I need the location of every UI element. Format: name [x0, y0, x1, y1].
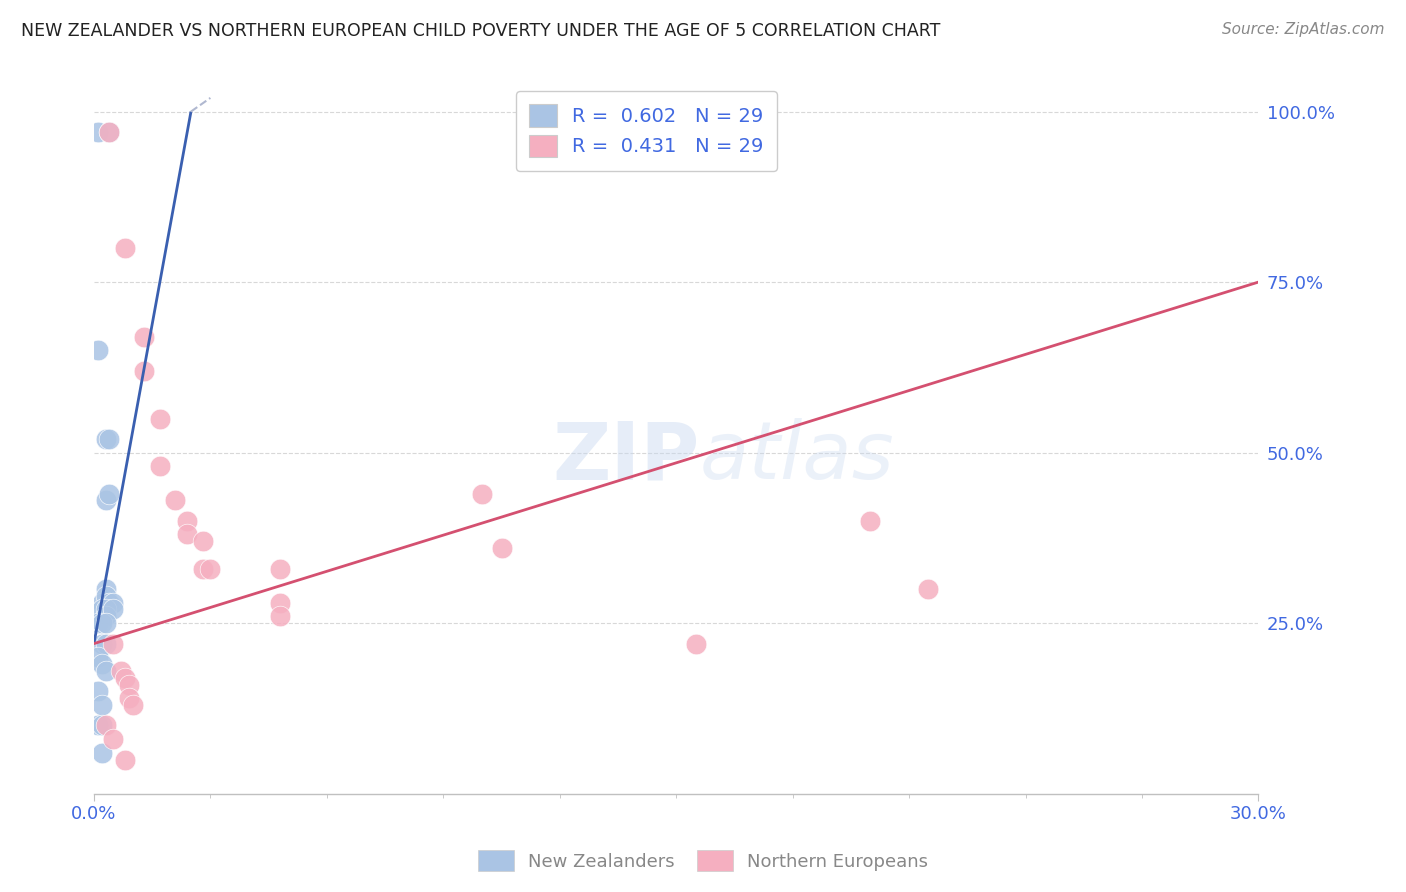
Point	[269, 561, 291, 575]
Point	[90, 746, 112, 760]
Point	[87, 343, 110, 358]
Point	[118, 691, 141, 706]
Point	[94, 589, 117, 603]
Text: Source: ZipAtlas.com: Source: ZipAtlas.com	[1222, 22, 1385, 37]
Point	[471, 486, 494, 500]
Point	[90, 718, 112, 732]
Legend: R =  0.602   N = 29, R =  0.431   N = 29: R = 0.602 N = 29, R = 0.431 N = 29	[516, 91, 778, 170]
Point	[98, 125, 121, 139]
Point	[87, 684, 110, 698]
Point	[859, 514, 882, 528]
Text: atlas: atlas	[699, 418, 894, 496]
Point	[121, 698, 143, 712]
Point	[110, 664, 132, 678]
Point	[118, 677, 141, 691]
Text: NEW ZEALANDER VS NORTHERN EUROPEAN CHILD POVERTY UNDER THE AGE OF 5 CORRELATION : NEW ZEALANDER VS NORTHERN EUROPEAN CHILD…	[21, 22, 941, 40]
Point	[94, 616, 117, 631]
Point	[103, 732, 125, 747]
Point	[491, 541, 513, 555]
Point	[87, 616, 110, 631]
Point	[90, 637, 112, 651]
Point	[269, 596, 291, 610]
Point	[94, 432, 117, 446]
Point	[94, 493, 117, 508]
Point	[98, 486, 121, 500]
Point	[98, 125, 121, 139]
Point	[114, 241, 136, 255]
Point	[90, 698, 112, 712]
Point	[114, 671, 136, 685]
Point	[191, 561, 214, 575]
Point	[176, 514, 198, 528]
Point	[176, 527, 198, 541]
Point	[94, 582, 117, 596]
Point	[134, 364, 156, 378]
Point	[103, 596, 125, 610]
Point	[269, 609, 291, 624]
Point	[114, 753, 136, 767]
Point	[94, 664, 117, 678]
Point	[90, 602, 112, 616]
Point	[94, 602, 117, 616]
Point	[917, 582, 939, 596]
Point	[149, 459, 172, 474]
Point	[191, 534, 214, 549]
Point	[87, 125, 110, 139]
Point	[685, 637, 707, 651]
Point	[200, 561, 222, 575]
Point	[90, 616, 112, 631]
Point	[90, 596, 112, 610]
Point	[98, 432, 121, 446]
Legend: New Zealanders, Northern Europeans: New Zealanders, Northern Europeans	[471, 843, 935, 879]
Point	[87, 650, 110, 665]
Point	[134, 329, 156, 343]
Point	[90, 657, 112, 671]
Text: ZIP: ZIP	[553, 418, 699, 496]
Point	[103, 637, 125, 651]
Point	[87, 718, 110, 732]
Point	[103, 602, 125, 616]
Point	[149, 411, 172, 425]
Point	[98, 596, 121, 610]
Point	[165, 493, 187, 508]
Point	[94, 718, 117, 732]
Point	[94, 637, 117, 651]
Point	[94, 609, 117, 624]
